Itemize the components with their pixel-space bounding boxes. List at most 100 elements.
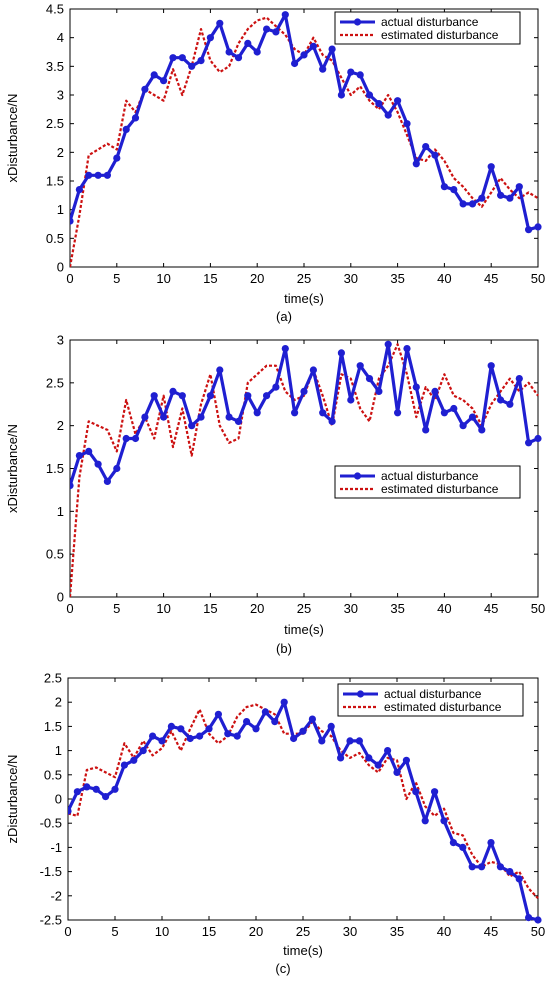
chart-b-legend-estimated-label: estimated disturbance bbox=[381, 482, 499, 496]
chart-b-y-tick-label: 0 bbox=[57, 590, 64, 605]
chart-a-actual-point bbox=[319, 65, 327, 73]
chart-a-x-tick-label: 35 bbox=[390, 271, 404, 286]
chart-b-actual-point bbox=[337, 349, 345, 357]
chart-c-actual-point bbox=[506, 868, 514, 876]
chart-b-y-tick-label: 0.5 bbox=[46, 547, 64, 562]
chart-b-x-tick-label: 5 bbox=[113, 601, 120, 616]
chart-b-actual-point bbox=[403, 345, 411, 353]
chart-c-plot-frame bbox=[67, 677, 539, 921]
chart-c-y-tick-label: -2.5 bbox=[40, 913, 62, 928]
chart-a-x-tick-label: 10 bbox=[156, 271, 170, 286]
chart-c-actual-point bbox=[205, 725, 213, 733]
chart-a-actual-point bbox=[506, 194, 514, 202]
chart-b-actual-point bbox=[197, 413, 205, 421]
chart-c-y-tick-label: -1.5 bbox=[40, 864, 62, 879]
chart-b-actual-point bbox=[141, 413, 149, 421]
chart-b-legend-box bbox=[334, 465, 521, 499]
chart-b-series-estimated-disturbance bbox=[70, 343, 539, 598]
chart-b-actual-point bbox=[365, 375, 374, 383]
chart-c-actual-point bbox=[478, 863, 486, 871]
chart-c-actual-point bbox=[440, 817, 448, 825]
chart-a-actual-point bbox=[459, 200, 467, 208]
chart-a-x-tick-label: 15 bbox=[203, 271, 217, 286]
chart-b-actual-point bbox=[506, 400, 514, 408]
chart-c-actual-point bbox=[412, 788, 420, 796]
chart-a-y-tick-label: 0 bbox=[57, 260, 64, 275]
chart-a-y-axis-label: xDisturbance/N bbox=[5, 94, 20, 183]
chart-b-x-tick-label: 20 bbox=[250, 601, 264, 616]
chart-c: 0 5 10 15 20 25 30 35 40 45 50 -2.5 -2 -1.5 -1 -0.5 0 0.5… bbox=[5, 671, 545, 977]
chart-b-actual-point bbox=[319, 409, 327, 417]
chart-c-actual-point bbox=[102, 793, 110, 801]
chart-a-y-tick-label: 1 bbox=[57, 202, 64, 217]
chart-a-actual-point bbox=[216, 19, 224, 27]
chart-a-x-tick-label: 50 bbox=[531, 271, 545, 286]
chart-b-actual-point bbox=[468, 413, 477, 421]
chart-a-actual-point bbox=[403, 120, 411, 128]
chart-a-actual-point bbox=[113, 154, 121, 162]
chart-a-actual-point bbox=[497, 191, 505, 199]
chart-a-x-tick-label: 20 bbox=[250, 271, 264, 286]
chart-a-actual-point bbox=[468, 200, 477, 208]
chart-b-x-tick-label: 25 bbox=[297, 601, 311, 616]
chart-c-actual-point bbox=[318, 737, 326, 745]
chart-c-x-tick-label: 20 bbox=[249, 924, 263, 939]
chart-a-actual-point bbox=[94, 171, 102, 179]
chart-b-actual-point bbox=[347, 396, 355, 404]
chart-c-actual-point bbox=[177, 725, 185, 733]
chart-b-y-tick-label: 2 bbox=[57, 418, 64, 433]
chart-b-x-tick-label: 40 bbox=[437, 601, 451, 616]
chart-c-actual-point bbox=[214, 710, 222, 718]
chart-a-y-tick-label: 2.5 bbox=[46, 116, 64, 131]
chart-a-actual-point bbox=[206, 34, 214, 42]
chart-b-x-tick-label: 45 bbox=[484, 601, 498, 616]
chart-a-actual-point bbox=[263, 25, 271, 33]
chart-b-actual-point bbox=[94, 460, 102, 468]
chart-c-actual-point bbox=[111, 785, 119, 793]
chart-a-x-tick-label: 5 bbox=[113, 271, 120, 286]
chart-a-actual-point bbox=[525, 226, 533, 234]
chart-b-actual-point bbox=[412, 383, 420, 391]
chart-a-actual-point bbox=[347, 68, 355, 76]
chart-c-y-tick-label: -1 bbox=[50, 840, 62, 855]
chart-a-actual-point bbox=[422, 143, 430, 151]
chart-b-actual-point bbox=[487, 362, 495, 370]
chart-a-actual-point bbox=[160, 77, 168, 85]
chart-a-actual-point bbox=[169, 54, 177, 62]
chart-a-actual-point bbox=[300, 51, 308, 59]
chart-c-y-axis-label: zDisturbance/N bbox=[5, 755, 20, 844]
chart-c-caption: (c) bbox=[275, 961, 290, 976]
chart-a-y-tick-label: 3.5 bbox=[46, 59, 64, 74]
chart-b-actual-point bbox=[234, 417, 243, 425]
chart-c-actual-point bbox=[308, 715, 316, 723]
chart-b-actual-point bbox=[70, 482, 74, 490]
chart-b-actual-point bbox=[300, 387, 308, 395]
chart-c-actual-point bbox=[337, 754, 345, 762]
chart-a-caption: (a) bbox=[276, 309, 292, 324]
chart-b-actual-point bbox=[244, 392, 252, 400]
chart-c-legend-actual-marker bbox=[356, 690, 365, 698]
chart-c-actual-point bbox=[68, 807, 72, 815]
chart-b-actual-point bbox=[281, 345, 289, 353]
chart-a-actual-point bbox=[244, 39, 252, 48]
chart-c-actual-point bbox=[534, 916, 542, 924]
chart-c-actual-point bbox=[327, 722, 335, 731]
chart-a-actual-point bbox=[412, 160, 420, 168]
chart-a-actual-point bbox=[141, 85, 149, 93]
chart-c-actual-point bbox=[261, 708, 269, 716]
chart-a-legend-estimated-label: estimated disturbance bbox=[381, 28, 499, 42]
chart-c-actual-point bbox=[280, 698, 288, 706]
chart-c-x-tick-label: 35 bbox=[390, 924, 404, 939]
chart-a-y-tick-label: 4 bbox=[57, 30, 64, 45]
chart-c-actual-point bbox=[139, 747, 147, 755]
chart-b-y-tick-label: 3 bbox=[57, 333, 64, 348]
chart-c-y-tick-label: 1 bbox=[55, 743, 62, 758]
chart-c-legend-actual-label: actual disturbance bbox=[384, 687, 482, 701]
chart-a-actual-point bbox=[131, 114, 140, 122]
chart-a-x-tick-label: 25 bbox=[297, 271, 311, 286]
chart-a-actual-point bbox=[487, 163, 495, 171]
chart-c-y-tick-label: 2.5 bbox=[44, 671, 62, 686]
chart-c-x-tick-label: 0 bbox=[64, 924, 71, 939]
chart-c-actual-point bbox=[290, 734, 298, 743]
chart-a-actual-point bbox=[440, 183, 448, 191]
